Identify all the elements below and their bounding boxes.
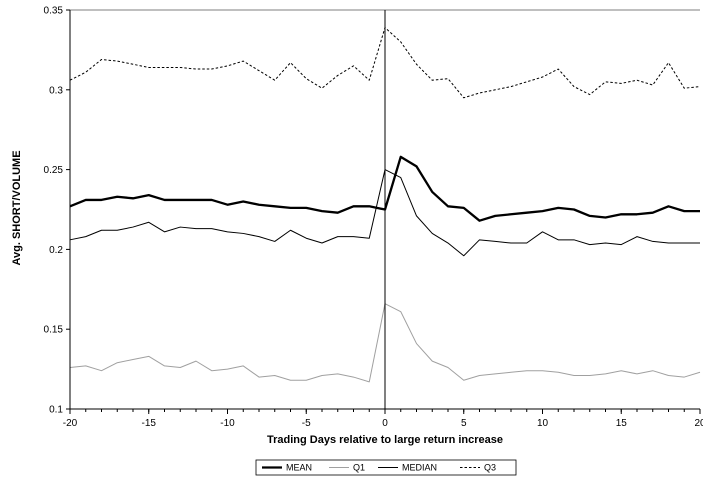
x-tick-label: 5: [461, 418, 467, 429]
x-tick-label: -15: [142, 418, 157, 429]
legend-label-median: MEDIAN: [402, 463, 437, 473]
legend-label-mean: MEAN: [286, 463, 312, 473]
x-tick-label: 15: [616, 418, 628, 429]
y-axis-title: Avg. SHORT/VOLUME: [11, 150, 23, 265]
x-tick-label: -5: [302, 418, 311, 429]
ticks-layer: 0.1 0.15 0.2 0.25 0.3 0.35 -20 -15 -10 -5 0 5 10 15 20: [44, 6, 703, 430]
x-tick-label: -10: [220, 418, 235, 429]
x-tick-label: 0: [382, 418, 388, 429]
y-tick-label: 0.1: [49, 405, 63, 416]
legend-label-q3: Q3: [484, 463, 496, 473]
y-tick-label: 0.35: [44, 6, 64, 17]
x-tick-label: 20: [694, 418, 703, 429]
legend: MEAN Q1 MEDIAN Q3: [255, 459, 517, 476]
y-tick-label: 0.2: [49, 245, 63, 256]
x-axis-title: Trading Days relative to large return in…: [267, 434, 503, 446]
x-tick-label: 10: [537, 418, 549, 429]
legend-label-q1: Q1: [353, 463, 365, 473]
x-tick-label: -20: [63, 418, 78, 429]
y-tick-label: 0.15: [44, 325, 64, 336]
y-tick-label: 0.3: [49, 85, 63, 96]
y-tick-label: 0.25: [44, 165, 64, 176]
axes-layer: [69, 9, 700, 410]
